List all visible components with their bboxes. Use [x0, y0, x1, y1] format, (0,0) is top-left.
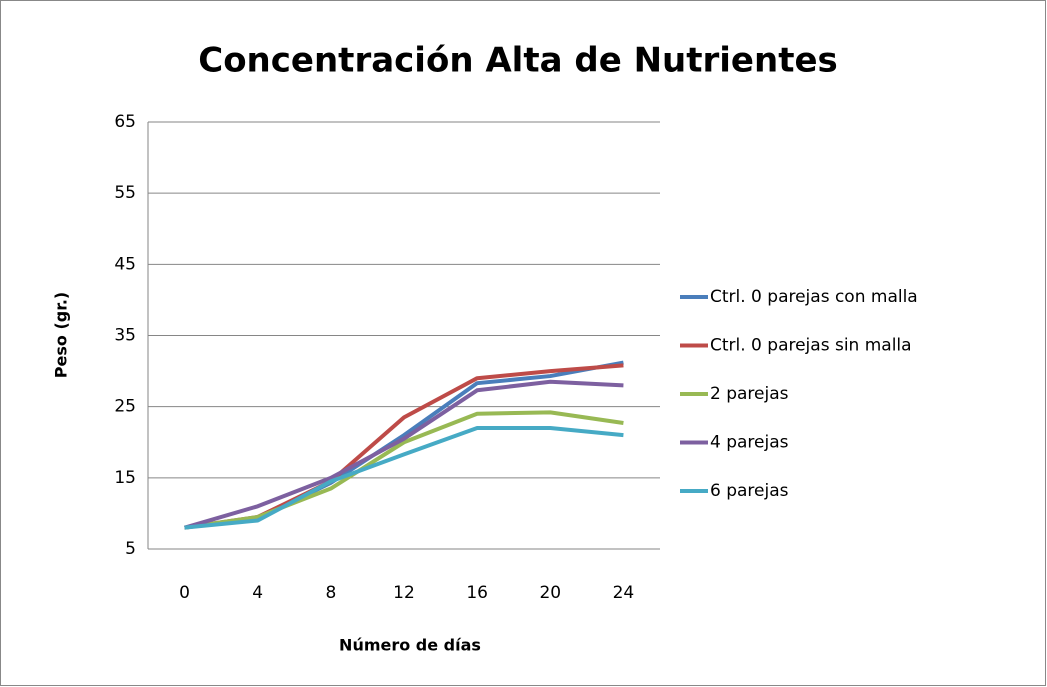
- y-tick-label: 15: [114, 468, 136, 488]
- x-tick-label: 8: [325, 583, 336, 603]
- x-tick-label: 20: [539, 583, 561, 603]
- x-tick-label: 4: [252, 583, 263, 603]
- series-line: [184, 379, 624, 530]
- legend-label: 4 parejas: [710, 433, 789, 453]
- legend-label: 2 parejas: [710, 384, 789, 404]
- x-tick-label: 16: [466, 583, 488, 603]
- x-tick-label: 24: [613, 583, 635, 603]
- y-tick-label: 45: [114, 254, 136, 274]
- legend-label: 6 parejas: [710, 481, 789, 501]
- x-tick-label: 12: [393, 583, 415, 603]
- y-axis-label: Peso (gr.): [52, 292, 71, 378]
- series-line: [184, 410, 624, 530]
- legend-label: Ctrl. 0 parejas sin malla: [710, 336, 912, 356]
- y-tick-label: 25: [114, 397, 136, 417]
- y-tick-label: 35: [114, 326, 136, 346]
- x-tick-label: 0: [179, 583, 190, 603]
- y-tick-label: 55: [114, 183, 136, 203]
- legend-label: Ctrl. 0 parejas con malla: [710, 287, 918, 307]
- chart-title: Concentración Alta de Nutrientes: [198, 41, 838, 81]
- x-axis-label: Número de días: [339, 636, 481, 655]
- y-tick-label: 5: [125, 539, 136, 559]
- series-line: [184, 426, 624, 530]
- y-tick-label: 65: [114, 112, 136, 132]
